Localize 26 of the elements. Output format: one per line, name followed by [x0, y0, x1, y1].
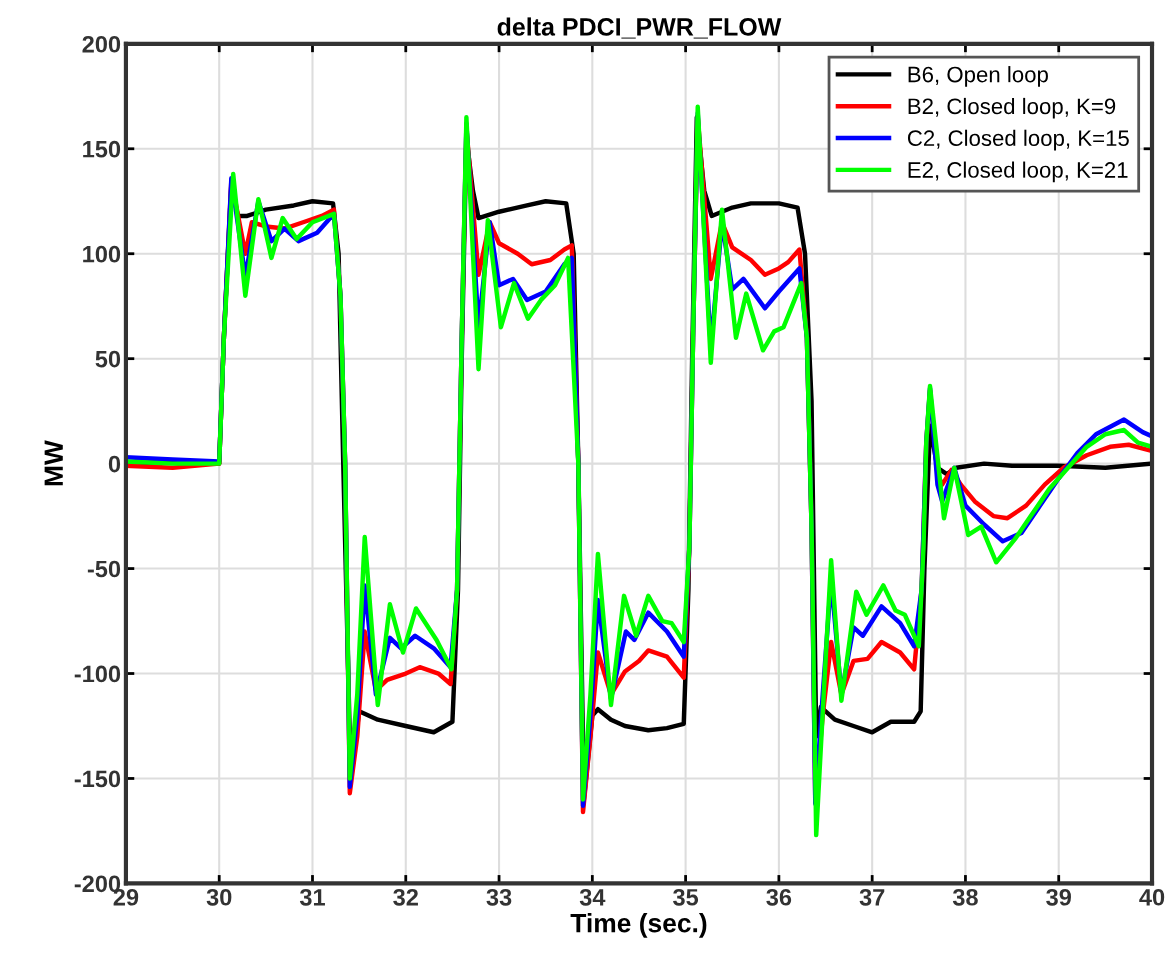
- x-tick-label: 31: [299, 888, 325, 906]
- x-tick-label: 37: [859, 888, 885, 906]
- legend-label: B2, Closed loop, K=9: [908, 97, 1116, 119]
- chart-title: delta PDCI_PWR_FLOW: [497, 17, 782, 39]
- x-tick-label: 35: [673, 888, 699, 906]
- x-tick-label: 34: [579, 888, 606, 906]
- x-tick-label: 32: [393, 888, 418, 906]
- x-tick-label: 38: [952, 888, 978, 906]
- y-tick-label: -100: [74, 665, 121, 683]
- x-tick-label: 40: [1139, 888, 1165, 906]
- legend-label: B6, Open loop: [908, 66, 1048, 87]
- x-tick-label: 36: [766, 888, 792, 906]
- x-axis-title: Time (sec.): [570, 913, 707, 938]
- y-tick-label: -150: [74, 770, 121, 788]
- x-tick-label: 30: [206, 888, 232, 906]
- y-tick-label: 50: [95, 350, 121, 368]
- y-tick-label: 150: [83, 140, 121, 158]
- legend-label: E2, Closed loop, K=21: [908, 161, 1128, 183]
- y-tick-label: 200: [82, 35, 121, 53]
- x-tick-label: 33: [486, 888, 512, 906]
- x-tick-label: 39: [1046, 888, 1071, 906]
- y-axis-title: MW: [44, 440, 63, 486]
- y-tick-label: 0: [108, 455, 121, 473]
- y-tick-label: 100: [83, 245, 121, 263]
- y-tick-label: -50: [87, 560, 121, 578]
- legend-label: C2, Closed loop, K=15: [907, 129, 1129, 151]
